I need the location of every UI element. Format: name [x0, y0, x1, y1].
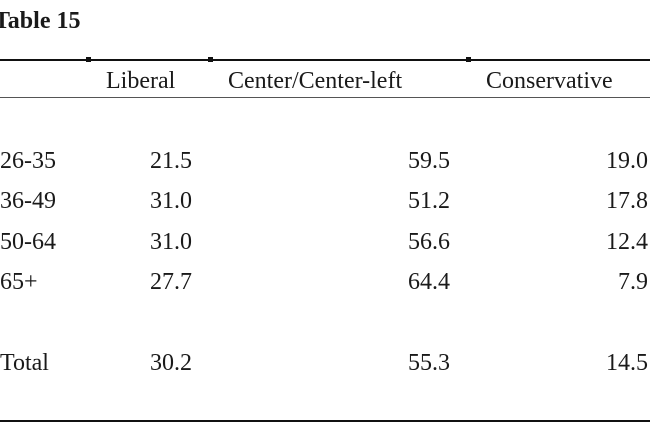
- cell-conservative: 12.4: [606, 229, 648, 255]
- row-label: 26-35: [0, 148, 56, 174]
- column-divider-tick: [466, 57, 471, 62]
- cell-center: 56.6: [408, 229, 450, 255]
- cell-liberal: 31.0: [150, 229, 192, 255]
- column-divider-tick: [86, 57, 91, 62]
- cell-center: 59.5: [408, 148, 450, 174]
- cell-liberal: 30.2: [150, 350, 192, 376]
- cell-center: 51.2: [408, 188, 450, 214]
- cell-conservative: 17.8: [606, 188, 648, 214]
- column-header-center: Center/Center-left: [228, 68, 403, 94]
- column-header-conservative: Conservative: [486, 68, 613, 94]
- header-rule: [0, 97, 650, 98]
- bottom-rule: [0, 420, 650, 422]
- table-title: Table 15: [0, 8, 81, 34]
- cell-liberal: 27.7: [150, 269, 192, 295]
- cell-conservative: 7.9: [618, 269, 648, 295]
- top-rule: [0, 59, 650, 61]
- column-header-liberal: Liberal: [106, 68, 176, 94]
- cell-conservative: 14.5: [606, 350, 648, 376]
- row-label: 36-49: [0, 188, 56, 214]
- cell-center: 64.4: [408, 269, 450, 295]
- column-divider-tick: [208, 57, 213, 62]
- row-label: Total: [0, 350, 49, 376]
- row-label: 50-64: [0, 229, 56, 255]
- cell-conservative: 19.0: [606, 148, 648, 174]
- row-label: 65+: [0, 269, 38, 295]
- cell-liberal: 21.5: [150, 148, 192, 174]
- cell-center: 55.3: [408, 350, 450, 376]
- cell-liberal: 31.0: [150, 188, 192, 214]
